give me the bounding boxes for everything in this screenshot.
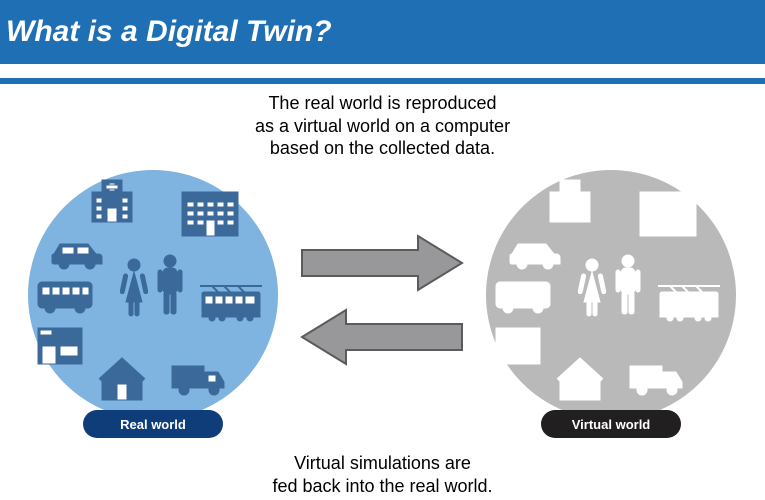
woman-icon [578,258,606,318]
caption-bottom: Virtual simulations are fed back into th… [272,452,492,497]
truck-icon [170,360,226,396]
arrow-left-icon [300,308,464,366]
real-world-label: Real world [120,417,186,432]
bus-icon [494,278,552,314]
shop-icon [36,322,84,366]
real-world-label-pill: Real world [83,410,223,438]
shop-icon [494,322,542,366]
arrow-right-icon [300,234,464,292]
header-bar: What is a Digital Twin? [0,0,765,64]
truck-icon [628,360,684,396]
tram-icon [200,284,262,322]
house-icon [98,356,146,402]
car-icon [50,236,104,270]
office-building-icon [180,190,240,238]
office-building-icon [638,190,698,238]
man-icon [156,254,184,318]
caption-top: The real world is reproduced as a virtua… [255,92,510,160]
tram-icon [658,284,720,322]
hospital-icon [546,178,594,224]
bus-icon [36,278,94,314]
virtual-world-label-pill: Virtual world [541,410,681,438]
header-gap [0,64,765,78]
man-icon [614,254,642,318]
virtual-world-label: Virtual world [572,417,651,432]
woman-icon [120,258,148,318]
car-icon [508,236,562,270]
page-title: What is a Digital Twin? [6,15,332,49]
header-underline [0,78,765,84]
house-icon [556,356,604,402]
hospital-icon [88,178,136,224]
